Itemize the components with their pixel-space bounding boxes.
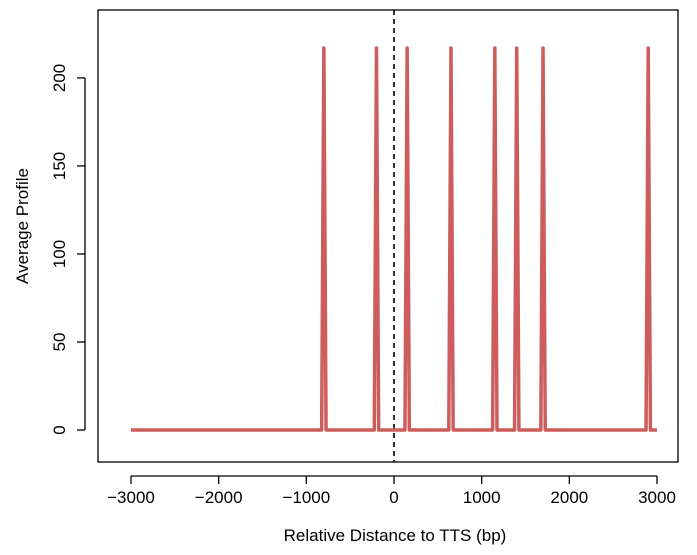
x-tick-label: −2000 bbox=[195, 488, 243, 507]
x-tick-label: −3000 bbox=[107, 488, 155, 507]
y-tick-label: 100 bbox=[50, 240, 69, 268]
x-tick-label: 0 bbox=[389, 488, 398, 507]
x-tick-label: 1000 bbox=[463, 488, 501, 507]
plot-frame bbox=[97, 9, 679, 463]
x-tick-label: 3000 bbox=[638, 488, 676, 507]
y-axis-label: Average Profile bbox=[13, 168, 32, 284]
y-tick-label: 200 bbox=[50, 64, 69, 92]
x-tick-label: −1000 bbox=[282, 488, 330, 507]
y-tick-label: 50 bbox=[50, 333, 69, 352]
y-tick-label: 150 bbox=[50, 152, 69, 180]
y-tick-label: 0 bbox=[50, 425, 69, 434]
x-axis-label: Relative Distance to TTS (bp) bbox=[284, 526, 507, 545]
x-axis: −3000 −2000 −1000 0 1000 2000 3000 bbox=[107, 475, 676, 507]
y-axis: 0 50 100 150 200 bbox=[50, 64, 86, 435]
series-layer bbox=[131, 46, 657, 432]
series-line bbox=[131, 46, 657, 432]
x-tick-label: 2000 bbox=[550, 488, 588, 507]
